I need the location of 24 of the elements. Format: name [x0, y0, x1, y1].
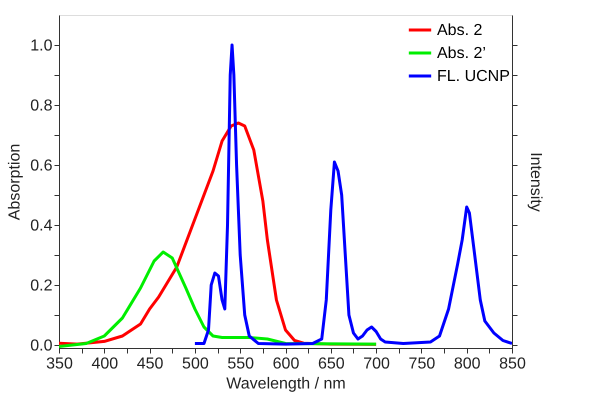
legend-label: Abs. 2: [437, 22, 482, 39]
y-tick-label: 0.4: [30, 218, 53, 234]
y-tick-label: 0.0: [30, 338, 53, 354]
x-tick-label: 700: [363, 356, 390, 372]
x-tick-label: 650: [318, 356, 345, 372]
line-series: [193, 44, 512, 346]
y-tick-label: 0.8: [30, 98, 53, 114]
y-tick-label: 1.0: [30, 38, 53, 54]
y2-axis-title: Intensity: [527, 152, 544, 212]
x-axis-title: Wavelength / nm: [226, 376, 346, 392]
x-tick-label: 350: [46, 356, 73, 372]
x-tick-label: 850: [499, 356, 526, 372]
x-tick-label: 800: [454, 356, 481, 372]
y-tick-label: 0.6: [30, 158, 53, 174]
y-tick-label: 0.2: [30, 278, 53, 294]
legend-label: FL. UCNP: [437, 68, 510, 85]
x-tick-label: 600: [272, 356, 300, 372]
legend-label: Abs. 2’: [437, 45, 486, 62]
x-tick-label: 750: [408, 356, 436, 372]
x-tick-label: 400: [91, 356, 118, 372]
y-axis-title: Absorption: [6, 144, 24, 220]
x-tick-label: 500: [182, 356, 209, 372]
x-tick-label: 550: [227, 356, 254, 372]
x-tick-label: 450: [136, 356, 164, 372]
